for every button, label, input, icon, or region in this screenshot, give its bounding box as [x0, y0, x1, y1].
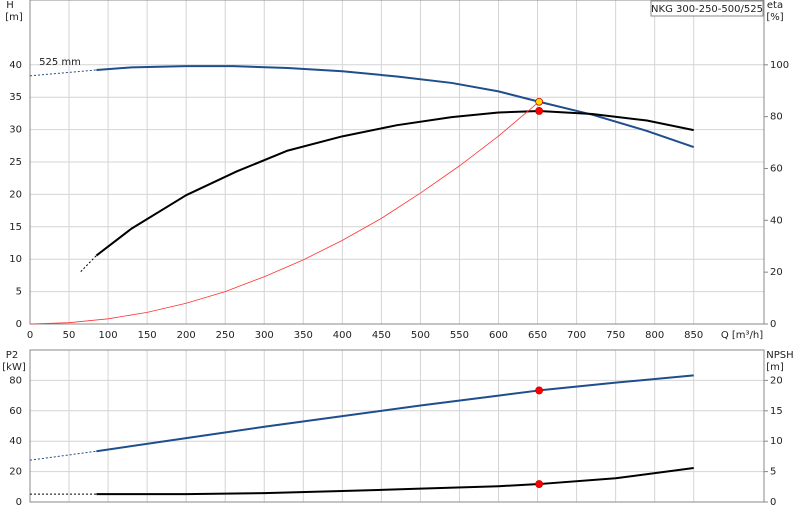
- y2-tick-label: 60: [770, 163, 783, 174]
- y2-tick-label: 100: [770, 60, 789, 71]
- curve: [96, 374, 694, 453]
- y2-tick-label: 0: [770, 497, 776, 508]
- x-tick-label: 750: [606, 330, 625, 341]
- y-tick-label: 40: [9, 60, 22, 71]
- operating-point: [535, 107, 544, 115]
- x-tick-label: 600: [489, 330, 508, 341]
- y2-tick-label: 5: [770, 467, 776, 478]
- x-tick-label: 0: [27, 330, 33, 341]
- x-tick-label: 250: [216, 330, 235, 341]
- y-tick-label: 5: [16, 287, 22, 298]
- plot-frame: [29, 349, 765, 503]
- curve: [29, 69, 97, 77]
- y2-tick-label: 0: [770, 319, 776, 330]
- y2-tick-label: 20: [770, 267, 783, 278]
- y2-axis-label: eta: [767, 0, 783, 11]
- x-tick-label: 850: [684, 330, 703, 341]
- y-tick-label: 25: [9, 157, 22, 168]
- operating-point: [535, 386, 544, 395]
- x-axis-label: Q [m³/h]: [721, 330, 763, 341]
- x-tick-label: 150: [138, 330, 157, 341]
- curve: [96, 466, 694, 496]
- x-tick-label: 650: [528, 330, 547, 341]
- chart-title: NKG 300-250-500/525: [651, 4, 763, 15]
- y-axis-label: P2: [6, 350, 18, 361]
- y2-axis-label: NPSH: [766, 350, 793, 361]
- y2-tick-label: 80: [770, 112, 783, 123]
- y-axis-unit: [kW]: [2, 362, 26, 373]
- y-tick-label: 15: [9, 222, 22, 233]
- x-tick-label: 800: [645, 330, 664, 341]
- y-tick-label: 30: [9, 125, 22, 136]
- y-tick-label: 0: [16, 319, 22, 330]
- y2-tick-label: 40: [770, 215, 783, 226]
- y2-tick-label: 20: [770, 375, 783, 386]
- curve: [29, 450, 97, 461]
- y-tick-label: 20: [9, 189, 22, 200]
- y-tick-label: 0: [16, 497, 22, 508]
- y-tick-label: 60: [9, 406, 22, 417]
- y-tick-label: 40: [9, 436, 22, 447]
- x-tick-label: 450: [372, 330, 391, 341]
- y2-tick-label: 10: [770, 436, 783, 447]
- y-axis-label: H: [6, 0, 14, 11]
- y2-axis-unit: [m]: [766, 362, 784, 373]
- y2-tick-label: 15: [770, 406, 783, 417]
- curve: [29, 101, 540, 325]
- y-tick-label: 35: [9, 92, 22, 103]
- operating-point: [535, 480, 544, 488]
- y-tick-label: 10: [9, 254, 22, 265]
- plot-frame: [29, 0, 765, 325]
- curve: [95, 109, 694, 257]
- x-tick-label: 100: [99, 330, 118, 341]
- x-tick-label: 300: [255, 330, 274, 341]
- x-tick-label: 550: [450, 330, 469, 341]
- y-axis-unit: [m]: [5, 12, 23, 23]
- x-tick-label: 350: [294, 330, 313, 341]
- x-tick-label: 700: [567, 330, 586, 341]
- operating-point: [535, 97, 544, 106]
- x-tick-label: 50: [63, 330, 76, 341]
- x-tick-label: 500: [411, 330, 430, 341]
- y-tick-label: 20: [9, 467, 22, 478]
- x-tick-label: 200: [177, 330, 196, 341]
- y2-axis-unit: [%]: [766, 12, 783, 23]
- x-tick-label: 400: [333, 330, 352, 341]
- y-tick-label: 80: [9, 375, 22, 386]
- title-box: [650, 0, 764, 17]
- annotation: 525 mm: [39, 57, 81, 68]
